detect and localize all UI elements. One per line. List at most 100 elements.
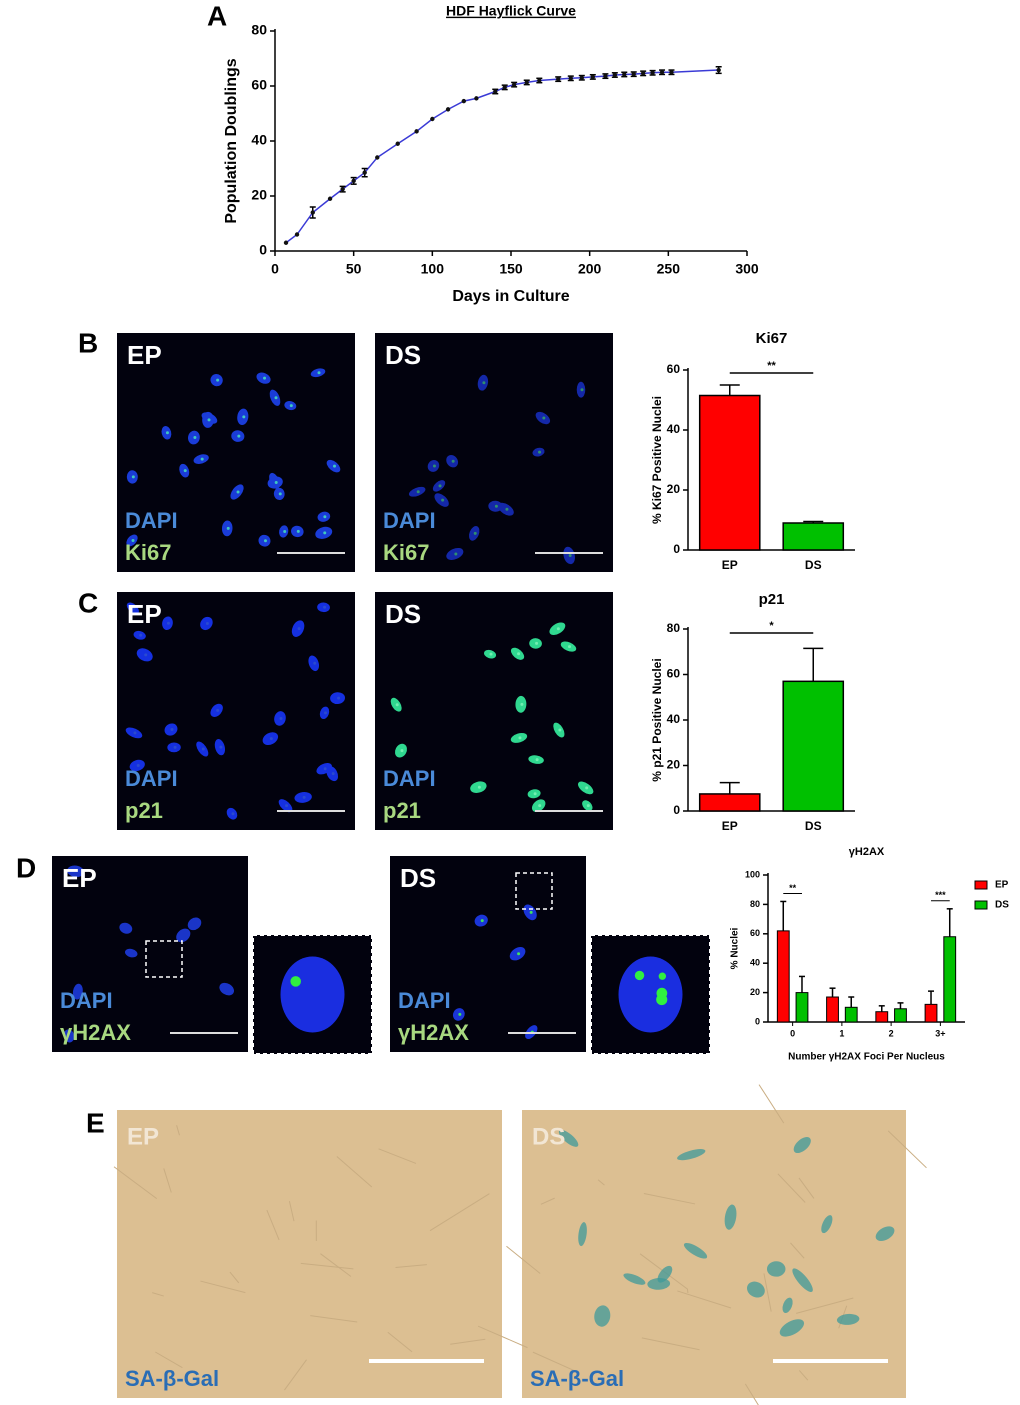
stained-cell	[724, 1204, 737, 1230]
data-point	[445, 107, 451, 112]
nucleus-spot	[332, 464, 336, 468]
y-tick-label: 60	[251, 77, 267, 93]
stain-label: DAPI	[125, 508, 178, 533]
cell-outline	[429, 1193, 490, 1232]
nucleus-spot	[451, 459, 455, 463]
data-point	[640, 71, 646, 76]
bar	[698, 394, 761, 551]
stained-cell	[623, 1273, 646, 1285]
inset-box	[145, 940, 183, 978]
bar	[844, 1006, 858, 1023]
nucleus-spot	[441, 498, 445, 502]
nucleus-spot	[517, 952, 521, 956]
inset-nucleus	[618, 956, 683, 1033]
data-point	[502, 85, 507, 90]
panel-letter: C	[78, 587, 98, 618]
y-tick-label: 40	[750, 958, 760, 968]
y-tick-label: 60	[667, 667, 681, 681]
data-point	[362, 170, 367, 175]
nucleus-spot	[323, 515, 327, 519]
significance-label: **	[767, 360, 776, 372]
nucleus-spot	[317, 371, 321, 375]
y-tick-label: 100	[745, 869, 760, 879]
cell-outline	[288, 1200, 295, 1222]
x-tick-label: 300	[735, 261, 759, 277]
stained-cell	[594, 1305, 611, 1327]
nucleus-spot	[556, 627, 560, 631]
data-point	[310, 210, 315, 215]
nucleus-spot	[542, 416, 546, 420]
y-tick-label: 40	[667, 712, 681, 726]
cell-outline	[395, 1264, 427, 1268]
data-point	[294, 232, 300, 237]
nucleus-spot	[125, 926, 129, 930]
stained-cell	[558, 1129, 579, 1147]
nucleus-spot	[194, 922, 198, 926]
legend-swatch	[974, 880, 988, 890]
cell-outline	[229, 1271, 240, 1284]
inset-focus	[290, 976, 301, 987]
stained-cell	[677, 1149, 706, 1161]
nucleus-spot	[216, 708, 220, 712]
stained-cell	[792, 1268, 813, 1293]
nucleus-spot	[183, 469, 187, 473]
nucleus-spot	[132, 606, 136, 610]
nucleus-spot	[331, 772, 335, 776]
cell-outline	[790, 1242, 805, 1259]
nucleus-spot	[586, 804, 590, 808]
x-tick-label: 0	[271, 261, 279, 277]
nucleus-spot	[144, 653, 148, 657]
nucleus-spot	[518, 736, 522, 740]
stained-cell	[875, 1226, 895, 1241]
cell-outline	[540, 1197, 555, 1205]
nucleus-spot	[454, 552, 458, 556]
data-point	[340, 186, 345, 192]
cell-outline	[310, 1315, 358, 1323]
nucleus-spot	[285, 804, 289, 808]
nucleus-spot	[296, 529, 300, 533]
bar	[782, 680, 845, 812]
data-point	[568, 76, 573, 81]
bar	[795, 992, 809, 1023]
micrograph: DS DAPI γH2AX	[390, 856, 711, 1055]
nucleus-spot	[482, 381, 486, 385]
cell-outline	[597, 1179, 605, 1186]
nucleus-spot	[323, 767, 327, 771]
y-tick-label: 20	[750, 987, 760, 997]
image-background	[375, 333, 613, 572]
nucleus-spot	[458, 1012, 462, 1016]
nucleus-spot	[494, 504, 498, 508]
cell-outline	[113, 1166, 158, 1200]
y-tick-label: 40	[251, 132, 267, 148]
nucleus-spot	[200, 457, 204, 461]
inset-focus	[634, 970, 645, 981]
cell-outline	[677, 1290, 732, 1309]
cell-outline	[777, 1173, 806, 1203]
nucleus-spot	[263, 376, 267, 380]
stain-label: γH2AX	[60, 1020, 131, 1045]
nucleus-spot	[166, 621, 170, 625]
image-title: DS	[385, 599, 421, 629]
legend-label: EP	[995, 880, 1009, 891]
nucleus-spot	[193, 436, 197, 440]
panel-letter: B	[78, 327, 98, 358]
image-title: DS	[385, 340, 421, 370]
nucleus-spot	[297, 627, 301, 631]
data-point	[603, 73, 608, 79]
nucleus-spot	[77, 990, 81, 994]
stain-label: γH2AX	[398, 1020, 469, 1045]
panel-letter: E	[86, 1107, 105, 1138]
micrograph: EP SA-β-Gal	[113, 1110, 502, 1398]
cell-outline	[887, 1130, 927, 1169]
image-background	[375, 592, 613, 830]
nucleus-spot	[75, 869, 79, 873]
nucleus-spot	[274, 481, 278, 485]
y-axis-label: % Ki67 Positive Nuclei	[650, 396, 664, 524]
data-point	[716, 67, 721, 73]
bar	[943, 936, 957, 1023]
cell-outline	[266, 1209, 280, 1241]
stain-label: DAPI	[60, 988, 113, 1013]
nucleus-spot	[517, 652, 521, 656]
nucleus-spot	[173, 745, 177, 749]
nucleus-spot	[263, 539, 267, 543]
